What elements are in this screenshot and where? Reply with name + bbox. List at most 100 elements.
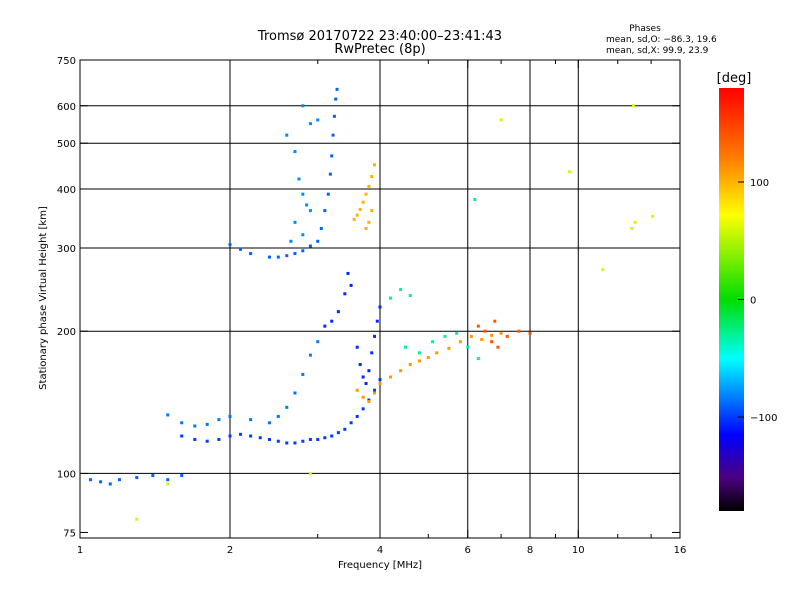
data-point [285,254,289,258]
data-point [205,439,209,443]
data-point [89,478,93,482]
chart-title: Tromsø 20170722 23:40:00–23:41:43 [257,29,502,44]
data-point [431,340,435,344]
data-point [349,421,353,425]
data-point [328,172,332,176]
data-point [319,226,323,230]
data-point [135,476,139,480]
colorbar-tick-label: 0 [750,296,756,307]
data-point [490,340,494,344]
data-point [336,431,340,435]
data-point [483,329,487,333]
data-point [276,414,280,418]
data-point [417,351,421,355]
data-point [389,375,393,379]
data-point [370,175,374,179]
data-point [305,203,309,207]
data-point [426,355,430,359]
data-point [355,213,359,217]
x-tick-label: 6 [465,545,471,556]
data-point [367,184,371,188]
data-point [399,288,403,292]
data-point [408,363,412,367]
colorbar-label: [deg] [717,71,752,86]
data-point [335,87,339,91]
data-point [276,255,280,259]
data-point [370,351,374,355]
data-point [358,207,362,211]
data-point [180,421,184,425]
data-point [293,391,297,395]
data-point [180,434,184,438]
data-point [323,324,327,328]
data-point [458,340,462,344]
data-point [403,345,407,349]
data-point [389,296,393,300]
data-point [258,436,262,440]
data-point [99,480,103,484]
data-point [631,104,635,108]
grid [80,60,680,538]
data-point [330,154,334,158]
stats-line-x: mean, sd,X: 99.9, 23.9 [606,46,709,56]
data-points [89,87,655,521]
data-point [476,357,480,361]
data-point [336,310,340,314]
data-point [316,437,320,441]
data-point [332,114,336,118]
data-point [308,122,312,126]
data-point [293,150,297,154]
data-point [466,345,470,349]
data-point [417,359,421,363]
data-point [505,334,509,338]
data-point [499,118,503,122]
data-point [166,478,170,482]
data-point [267,255,271,259]
data-point [301,192,305,196]
data-point [367,399,371,403]
data-point [249,252,253,256]
data-point [378,382,382,386]
data-point [567,170,571,174]
colorbar-tick-label: −100 [750,413,777,424]
data-point [469,334,473,338]
data-point [473,198,477,202]
data-point [480,338,484,342]
y-tick-label: 300 [57,244,76,255]
data-point [293,441,297,445]
x-tick-label: 8 [527,545,533,556]
data-point [361,407,365,411]
y-tick-label: 750 [57,56,76,67]
data-point [367,369,371,373]
data-point [373,163,377,167]
data-point [375,319,379,323]
data-point [217,437,221,441]
data-point [364,192,368,196]
data-point [367,220,371,224]
data-point [289,239,293,243]
data-point [630,226,634,230]
x-tick-label: 2 [227,545,233,556]
data-point [301,439,305,443]
data-point [499,331,503,335]
data-point [308,353,312,357]
data-point [228,434,232,438]
data-point [285,405,289,409]
chart-subtitle: RwPretec (8p) [334,42,425,57]
data-point [651,214,655,218]
y-axis-ticks: 75 100 200 300 400 500 600 750 [57,56,680,539]
y-tick-label: 600 [57,102,76,113]
data-point [361,200,365,204]
y-tick-label: 500 [57,139,76,150]
data-point [361,395,365,399]
data-point [517,329,521,333]
data-point [166,482,170,486]
data-point [267,437,271,441]
data-point [308,209,312,213]
data-point [355,414,359,418]
data-point [447,346,451,350]
data-point [293,252,297,256]
data-point [285,133,289,137]
data-point [308,471,312,475]
